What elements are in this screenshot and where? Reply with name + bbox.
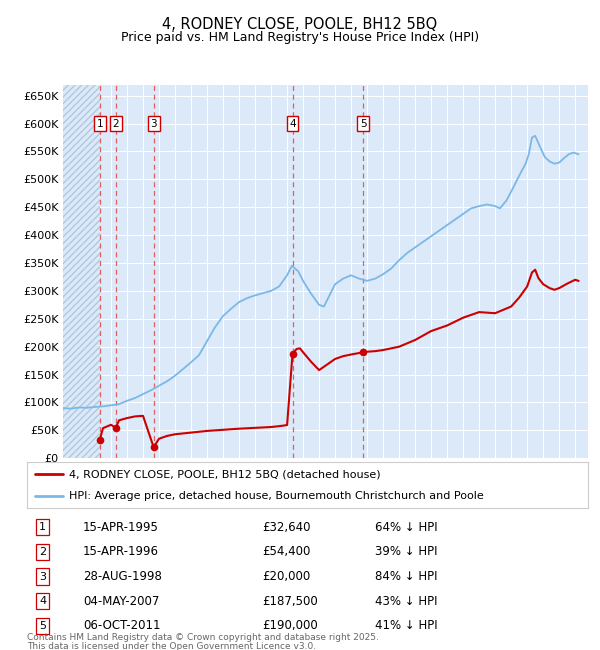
Text: 4: 4 bbox=[39, 596, 46, 606]
Text: £54,400: £54,400 bbox=[263, 545, 311, 558]
Text: 4: 4 bbox=[289, 119, 296, 129]
Text: 06-OCT-2011: 06-OCT-2011 bbox=[83, 619, 161, 632]
Text: 1: 1 bbox=[97, 119, 103, 129]
Text: 4, RODNEY CLOSE, POOLE, BH12 5BQ (detached house): 4, RODNEY CLOSE, POOLE, BH12 5BQ (detach… bbox=[69, 469, 381, 479]
Text: £190,000: £190,000 bbox=[263, 619, 319, 632]
Text: 5: 5 bbox=[360, 119, 367, 129]
Text: £20,000: £20,000 bbox=[263, 570, 311, 583]
Text: £187,500: £187,500 bbox=[263, 595, 319, 608]
Text: 5: 5 bbox=[39, 621, 46, 631]
Text: 04-MAY-2007: 04-MAY-2007 bbox=[83, 595, 160, 608]
Text: 43% ↓ HPI: 43% ↓ HPI bbox=[375, 595, 437, 608]
Text: 15-APR-1995: 15-APR-1995 bbox=[83, 521, 159, 534]
Text: This data is licensed under the Open Government Licence v3.0.: This data is licensed under the Open Gov… bbox=[27, 642, 316, 650]
Text: £32,640: £32,640 bbox=[263, 521, 311, 534]
Text: HPI: Average price, detached house, Bournemouth Christchurch and Poole: HPI: Average price, detached house, Bour… bbox=[69, 491, 484, 500]
Bar bbox=[63, 84, 100, 458]
Text: 41% ↓ HPI: 41% ↓ HPI bbox=[375, 619, 437, 632]
Text: 2: 2 bbox=[39, 547, 46, 557]
Text: 15-APR-1996: 15-APR-1996 bbox=[83, 545, 159, 558]
Text: 39% ↓ HPI: 39% ↓ HPI bbox=[375, 545, 437, 558]
Text: 1: 1 bbox=[39, 522, 46, 532]
Text: 64% ↓ HPI: 64% ↓ HPI bbox=[375, 521, 437, 534]
Text: 84% ↓ HPI: 84% ↓ HPI bbox=[375, 570, 437, 583]
Text: 2: 2 bbox=[112, 119, 119, 129]
Text: 3: 3 bbox=[150, 119, 157, 129]
Text: 28-AUG-1998: 28-AUG-1998 bbox=[83, 570, 162, 583]
Text: Contains HM Land Registry data © Crown copyright and database right 2025.: Contains HM Land Registry data © Crown c… bbox=[27, 633, 379, 642]
Text: 3: 3 bbox=[39, 571, 46, 582]
Text: 4, RODNEY CLOSE, POOLE, BH12 5BQ: 4, RODNEY CLOSE, POOLE, BH12 5BQ bbox=[163, 17, 437, 32]
Text: Price paid vs. HM Land Registry's House Price Index (HPI): Price paid vs. HM Land Registry's House … bbox=[121, 31, 479, 44]
